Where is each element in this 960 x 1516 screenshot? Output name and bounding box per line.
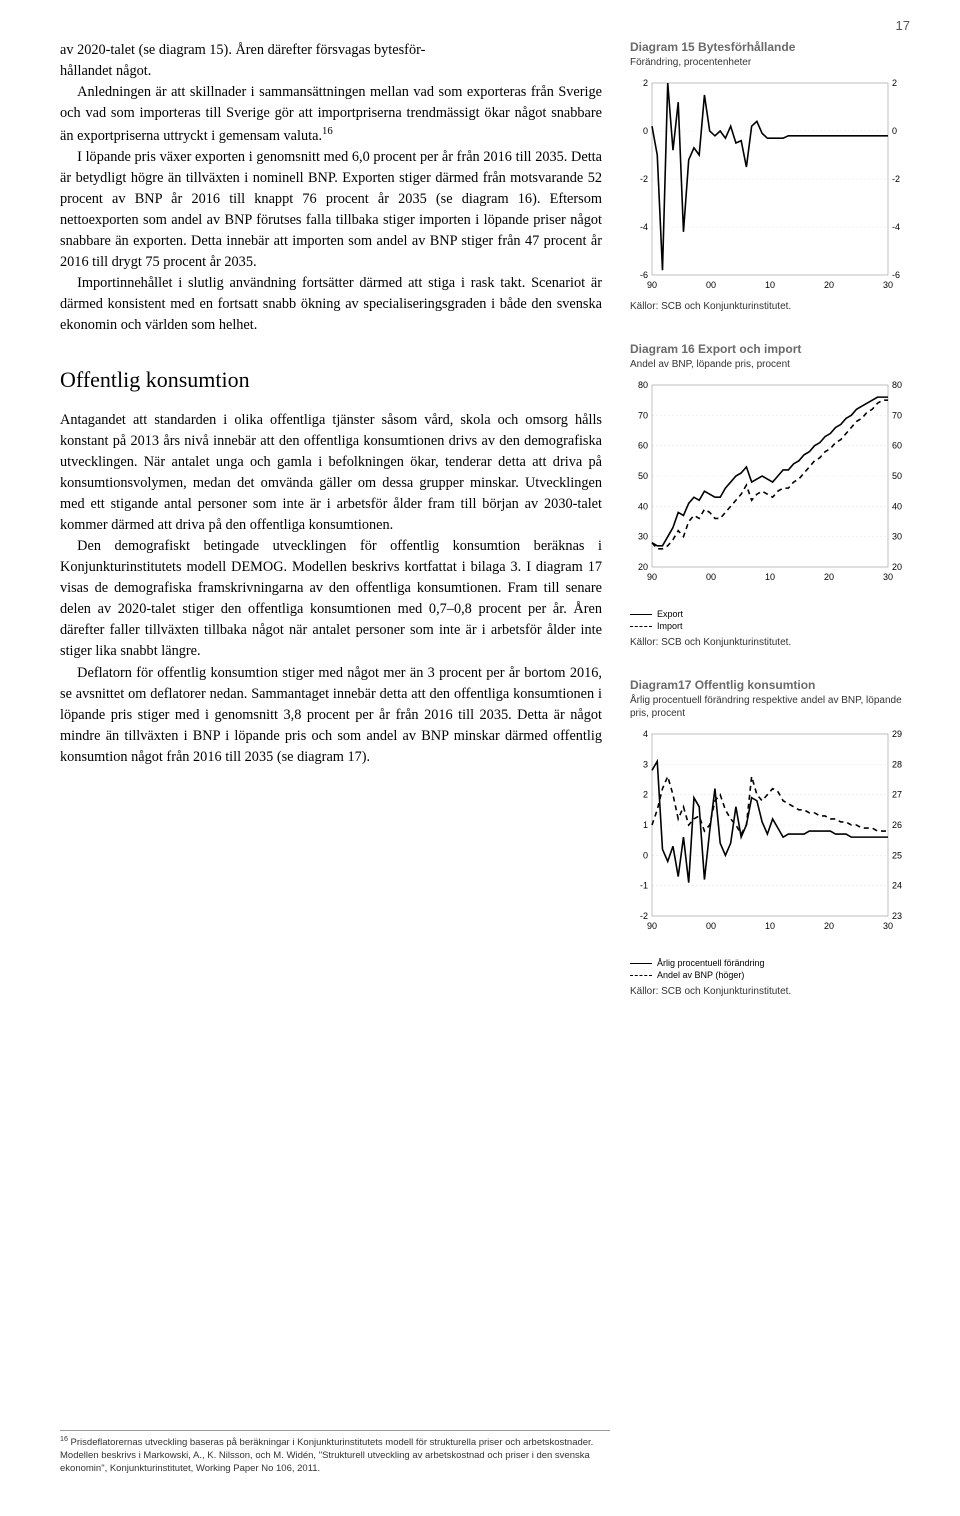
body-text-column: av 2020-talet (se diagram 15). Åren däre… (60, 40, 602, 1027)
svg-text:60: 60 (638, 441, 648, 451)
chart-16: 80807070606050504040303020209000102030 (630, 377, 910, 607)
svg-text:90: 90 (647, 280, 657, 290)
svg-text:2: 2 (643, 78, 648, 88)
svg-text:30: 30 (638, 532, 648, 542)
svg-text:4: 4 (643, 729, 648, 739)
chart-16-subtitle: Andel av BNP, löpande pris, procent (630, 358, 910, 371)
para3: I löpande pris växer exporten i genomsni… (60, 147, 602, 273)
svg-text:80: 80 (892, 380, 902, 390)
svg-text:70: 70 (638, 410, 648, 420)
svg-text:-2: -2 (640, 911, 648, 921)
chart-17: 4 29 3 28 2 27 1 26 0 25 -1 24 -2 23 90 00 10 20 30 (630, 726, 910, 956)
para1-line1: av 2020-talet (se diagram 15). Åren däre… (60, 40, 602, 61)
chart-17-legend: Årlig procentuell förändring Andel av BN… (630, 958, 910, 980)
svg-text:70: 70 (892, 410, 902, 420)
svg-text:20: 20 (824, 280, 834, 290)
svg-text:10: 10 (765, 280, 775, 290)
svg-text:3: 3 (643, 759, 648, 769)
chart-16-legend: Export Import (630, 609, 910, 631)
para6: Den demografiskt betingade utvecklingen … (60, 536, 602, 662)
svg-text:-2: -2 (640, 174, 648, 184)
svg-text:-6: -6 (640, 270, 648, 280)
svg-text:25: 25 (892, 850, 902, 860)
chart-15-subtitle: Förändring, procentenheter (630, 56, 910, 69)
svg-text:2: 2 (643, 790, 648, 800)
svg-text:27: 27 (892, 790, 902, 800)
svg-text:29: 29 (892, 729, 902, 739)
chart-15-title: Diagram 15 Bytesförhållande (630, 40, 910, 54)
svg-text:00: 00 (706, 921, 716, 931)
chart-17-block: Diagram17 Offentlig konsumtion Årlig pro… (630, 678, 910, 997)
section-heading: Offentlig konsumtion (60, 364, 602, 396)
footnote: 16 Prisdeflatorernas utveckling baseras … (60, 1430, 610, 1476)
svg-text:-4: -4 (640, 222, 648, 232)
chart-15-source: Källor: SCB och Konjunkturinstitutet. (630, 301, 910, 312)
svg-text:30: 30 (883, 280, 893, 290)
chart-17-subtitle: Årlig procentuell förändring respektive … (630, 694, 910, 720)
para1-line2: hållandet något. (60, 61, 602, 82)
svg-text:2: 2 (892, 78, 897, 88)
svg-text:50: 50 (892, 471, 902, 481)
svg-text:30: 30 (883, 921, 893, 931)
svg-text:-4: -4 (892, 222, 900, 232)
svg-text:00: 00 (706, 572, 716, 582)
svg-text:-1: -1 (640, 881, 648, 891)
svg-text:90: 90 (647, 572, 657, 582)
svg-text:20: 20 (638, 562, 648, 572)
chart-15-block: Diagram 15 Bytesförhållande Förändring, … (630, 40, 910, 312)
svg-text:28: 28 (892, 759, 902, 769)
charts-column: Diagram 15 Bytesförhållande Förändring, … (630, 40, 910, 1027)
svg-text:30: 30 (883, 572, 893, 582)
svg-text:30: 30 (892, 532, 902, 542)
svg-text:0: 0 (643, 850, 648, 860)
svg-text:40: 40 (892, 501, 902, 511)
para5: Antagandet att standarden i olika offent… (60, 410, 602, 536)
svg-text:-6: -6 (892, 270, 900, 280)
para7: Deflatorn för offentlig konsumtion stige… (60, 663, 602, 768)
svg-text:10: 10 (765, 921, 775, 931)
svg-text:0: 0 (892, 126, 897, 136)
svg-text:20: 20 (824, 921, 834, 931)
svg-text:23: 23 (892, 911, 902, 921)
svg-text:40: 40 (638, 501, 648, 511)
para4: Importinnehållet i slutlig användning fo… (60, 273, 602, 336)
svg-text:00: 00 (706, 280, 716, 290)
page-number: 17 (896, 18, 910, 33)
chart-16-source: Källor: SCB och Konjunkturinstitutet. (630, 637, 910, 648)
para2: Anledningen är att skillnader i sammansä… (60, 82, 602, 147)
svg-text:-2: -2 (892, 174, 900, 184)
svg-text:60: 60 (892, 441, 902, 451)
svg-text:0: 0 (643, 126, 648, 136)
svg-text:20: 20 (824, 572, 834, 582)
svg-text:50: 50 (638, 471, 648, 481)
svg-text:20: 20 (892, 562, 902, 572)
svg-text:24: 24 (892, 881, 902, 891)
chart-17-title: Diagram17 Offentlig konsumtion (630, 678, 910, 692)
svg-text:90: 90 (647, 921, 657, 931)
chart-17-source: Källor: SCB och Konjunkturinstitutet. (630, 986, 910, 997)
chart-15: 2200-2-2-4-4-6-69000102030 (630, 75, 910, 295)
svg-text:1: 1 (643, 820, 648, 830)
chart-16-block: Diagram 16 Export och import Andel av BN… (630, 342, 910, 648)
chart-16-title: Diagram 16 Export och import (630, 342, 910, 356)
svg-text:10: 10 (765, 572, 775, 582)
svg-text:80: 80 (638, 380, 648, 390)
svg-text:26: 26 (892, 820, 902, 830)
